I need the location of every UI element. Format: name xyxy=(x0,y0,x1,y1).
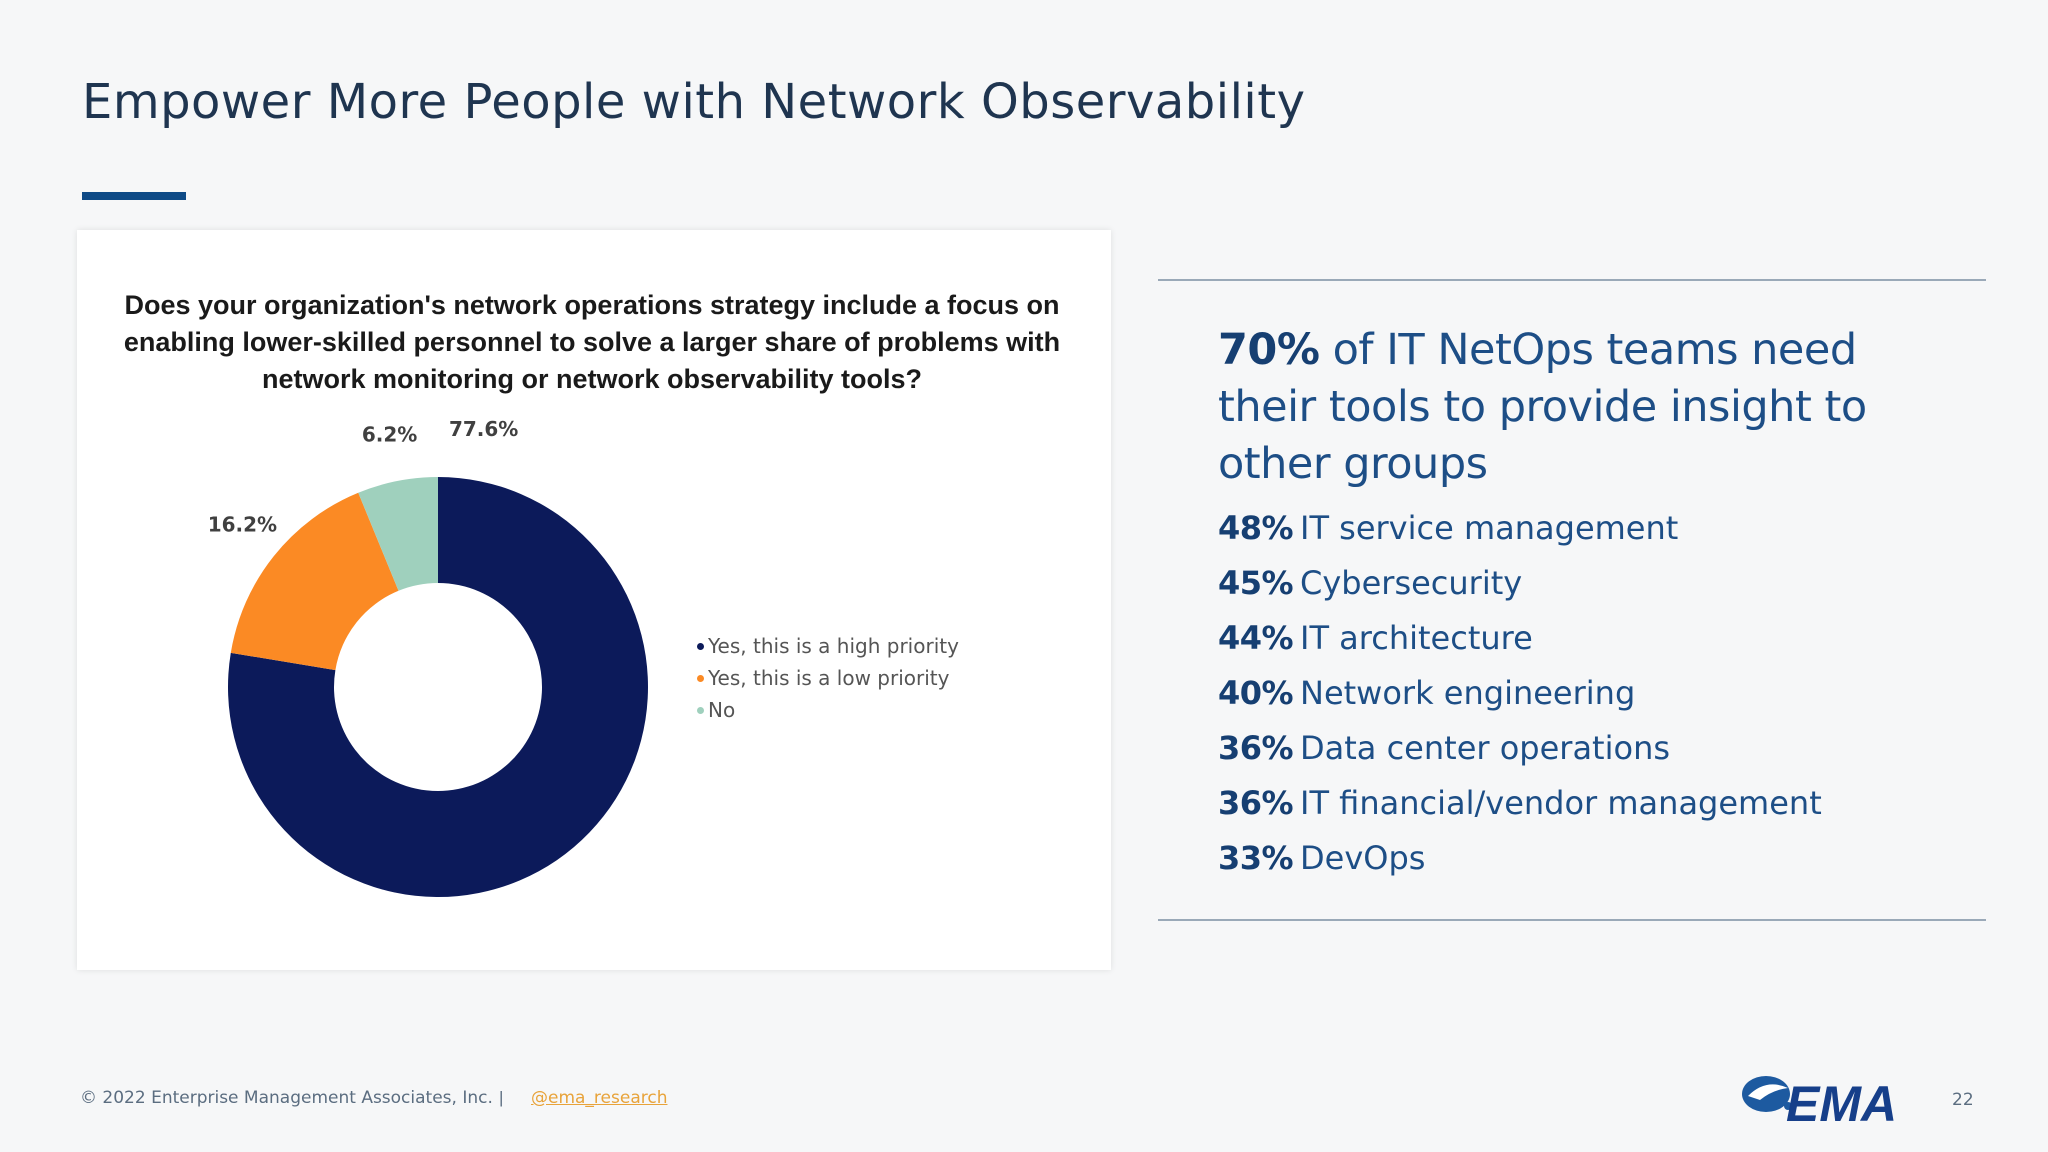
chart-card: Does your organization's network operati… xyxy=(77,230,1111,970)
insight-percent: 48% xyxy=(1218,508,1294,547)
page-number: 22 xyxy=(1952,1090,1974,1110)
headline-percent: 70% xyxy=(1218,325,1320,375)
insight-percent: 36% xyxy=(1218,728,1294,767)
insight-percent: 45% xyxy=(1218,563,1294,602)
insight-item: 48% IT service management xyxy=(1218,500,1822,555)
panel-top-rule xyxy=(1158,279,1986,281)
donut-chart: 77.6% 16.2% 6.2% xyxy=(208,417,649,898)
slide-title: Empower More People with Network Observa… xyxy=(82,74,1306,130)
footer-copyright: © 2022 Enterprise Management Associates,… xyxy=(80,1088,493,1108)
slice-low-priority xyxy=(230,492,399,671)
chart-title: Does your organization's network operati… xyxy=(123,290,1061,394)
insight-label: IT financial/vendor management xyxy=(1300,783,1822,822)
legend-item: No xyxy=(697,694,959,726)
insight-label: Cybersecurity xyxy=(1300,563,1523,602)
legend-label: No xyxy=(708,698,736,722)
insight-percent: 44% xyxy=(1218,618,1294,657)
legend-swatch xyxy=(697,706,704,714)
insight-item: 40% Network engineering xyxy=(1218,665,1822,720)
legend-item: Yes, this is a low priority xyxy=(697,662,959,694)
headline-text: of IT NetOps teams need their tools to p… xyxy=(1218,325,1867,489)
slice-no xyxy=(358,477,438,591)
label-low-priority: 16.2% xyxy=(208,512,277,536)
insight-item: 44% IT architecture xyxy=(1218,610,1822,665)
label-high-priority: 77.6% xyxy=(449,417,518,441)
legend-label: Yes, this is a low priority xyxy=(708,666,950,690)
insight-label: DevOps xyxy=(1300,838,1426,877)
insight-label: IT architecture xyxy=(1300,618,1533,657)
insight-item: 36% IT financial/vendor management xyxy=(1218,775,1822,830)
insight-headline: 70% of IT NetOps teams need their tools … xyxy=(1218,322,1938,493)
insight-item: 36% Data center operations xyxy=(1218,720,1822,775)
ema-logo: EMA xyxy=(1742,1076,1897,1128)
slice-high-priority xyxy=(228,477,649,898)
legend-item: Yes, this is a high priority xyxy=(697,630,959,662)
logo-text: EMA xyxy=(1786,1076,1897,1128)
insight-label: Data center operations xyxy=(1300,728,1671,767)
insight-item: 45% Cybersecurity xyxy=(1218,555,1822,610)
panel-bottom-rule xyxy=(1158,919,1986,921)
insight-label: Network engineering xyxy=(1300,673,1636,712)
insight-percent: 36% xyxy=(1218,783,1294,822)
legend-label: Yes, this is a high priority xyxy=(708,634,959,658)
insight-label: IT service management xyxy=(1300,508,1679,547)
footer-separator: | xyxy=(499,1088,504,1107)
title-accent-bar xyxy=(82,192,186,200)
label-no: 6.2% xyxy=(362,423,417,447)
insight-percent: 40% xyxy=(1218,673,1294,712)
legend-swatch xyxy=(697,674,704,682)
chart-legend: Yes, this is a high priority Yes, this is… xyxy=(697,630,959,726)
footer-twitter-link[interactable]: @ema_research xyxy=(531,1088,668,1108)
insight-list: 48% IT service management 45% Cybersecurity… xyxy=(1218,500,1822,885)
insight-item: 33% DevOps xyxy=(1218,830,1822,885)
insight-percent: 33% xyxy=(1218,838,1294,877)
legend-swatch xyxy=(697,642,704,650)
